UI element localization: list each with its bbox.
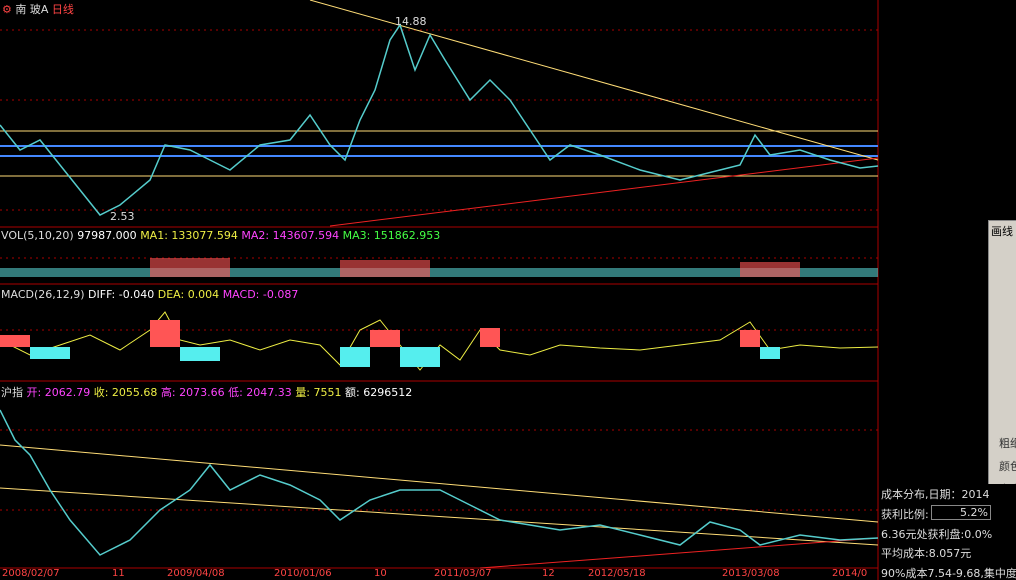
vol-value: 97987.000 [77,229,137,242]
vol-ma2: MA2: 143607.594 [241,229,340,242]
vol-ma3: MA3: 151862.953 [342,229,441,242]
date-label: 11 [112,568,125,579]
volume-bars [0,258,878,277]
index-line [0,409,879,556]
index-high: 高: 2073.66 [160,386,225,399]
cost-range: 90%成本7.54-9.68,集中度1 [881,567,1016,580]
frames [0,0,879,580]
date-label: 10 [374,568,387,579]
macd-title: MACD(26,12,9) [1,288,85,301]
index-low: 低: 2047.33 [228,386,292,399]
price-line [0,23,879,216]
cost-panel: 成本分布,日期：2014 获利比例: 5.2% 6.36元处获利盘:0.0% 平… [879,484,1016,580]
low-price-label: 2.53 [110,210,135,223]
period: 日线 [51,3,74,16]
index-close: 收: 2055.68 [93,386,158,399]
toolbox-option: 颜色 [999,460,1016,473]
draw-toolbox: 画线 粗细颜色虚实字号 [988,220,1016,522]
date-label: 2010/01/06 [274,568,332,579]
index-amount: 额: 6296512 [345,386,413,399]
date-label: 2011/03/07 [434,568,492,579]
vol-ma1: MA1: 133077.594 [140,229,238,242]
date-label: 12 [542,568,555,579]
stock-name: 南 玻A [15,3,49,16]
macd-legend: MACD(26,12,9) DIFF: -0.040 DEA: 0.004 MA… [1,288,298,301]
date-label: 2014/0 [832,568,868,579]
date-label: 2012/05/18 [588,568,646,579]
stock-title: ⚙ 南 玻A 日线 [2,3,74,16]
index-name: 沪指 [1,386,23,399]
index-volume: 量: 7551 [295,386,342,399]
index-open: 开: 2062.79 [26,386,91,399]
macd-dea: DEA: 0.004 [157,288,220,301]
toolbox-title: 画线 [991,225,1013,238]
macd-diff-label: DIFF: -0.040 [88,288,155,301]
cost-avg: 平均成本:8.057元 [881,547,972,560]
cost-title: 成本分布,日期：2014 [881,488,990,501]
cost-ratio-label: 获利比例: [881,508,929,521]
cost-ratio: 5.2% [931,505,991,520]
high-price-label: 14.88 [395,15,427,28]
vol-title: VOL(5,10,20) [1,229,74,242]
macd-bars [0,320,780,367]
date-label: 2013/03/08 [722,568,780,579]
date-label: 2009/04/08 [167,568,225,579]
cost-profit: 6.36元处获利盘:0.0% [881,528,993,541]
macd-value: MACD: -0.087 [222,288,299,301]
index-legend: 沪指 开: 2062.79 收: 2055.68 高: 2073.66 低: 2… [1,384,412,400]
toolbox-option: 粗细 [999,437,1016,450]
date-label: 2008/02/07 [2,568,60,579]
vol-legend: VOL(5,10,20) 97987.000 MA1: 133077.594 M… [1,229,440,242]
trend-lines [0,0,879,569]
